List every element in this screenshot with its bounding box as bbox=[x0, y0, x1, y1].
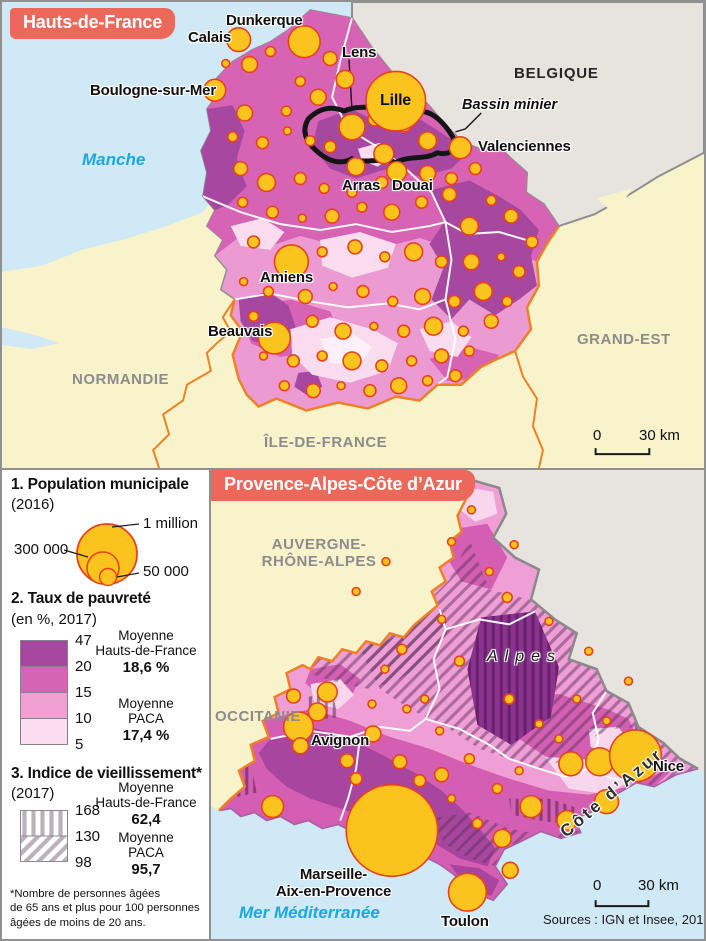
city-label-amiens: Amiens bbox=[260, 269, 313, 286]
paca-scale-bar bbox=[594, 900, 650, 908]
paca-orange-border bbox=[218, 479, 473, 812]
italy-land bbox=[471, 470, 704, 773]
poverty-swatch-4 bbox=[20, 718, 68, 745]
poverty-average-hdf: Moyenne Hauts-de-France 18,6 % bbox=[95, 628, 197, 676]
legend-panel: 1. Population municipale (2016) 1 millio… bbox=[2, 468, 211, 939]
city-label-boulogne: Boulogne-sur-Mer bbox=[90, 82, 216, 99]
hauts-de-france-panel: Hauts-de-France Dunkerque Calais Boulogn… bbox=[2, 2, 704, 468]
legend-population-year: (2016) bbox=[11, 496, 55, 513]
pop-key-1million: 1 million bbox=[143, 515, 199, 532]
hauts-de-france-map bbox=[2, 2, 704, 468]
sea-label-manche: Manche bbox=[82, 150, 146, 169]
paca-city-circles bbox=[260, 505, 663, 912]
city-label-nice: Nice bbox=[653, 758, 684, 775]
paca-map bbox=[211, 470, 704, 939]
hdf-scale-bar bbox=[594, 448, 651, 456]
neighbor-region-borders bbox=[152, 298, 544, 468]
aging-hatch-key bbox=[20, 810, 68, 862]
poverty-swatch-1 bbox=[20, 640, 68, 667]
region-label-auvergne-rhone-alpes: AUVERGNE- RHÔNE-ALPES bbox=[261, 536, 377, 571]
border-sliver bbox=[596, 188, 633, 215]
city-label-beauvais: Beauvais bbox=[208, 323, 273, 340]
city-label-toulon: Toulon bbox=[441, 913, 489, 930]
city-label-marseille: Marseille- Aix-en-Provence bbox=[275, 866, 392, 901]
paca-scale-value: 30 km bbox=[638, 877, 679, 894]
city-label-douai: Douai bbox=[392, 177, 433, 194]
population-circles-key bbox=[63, 523, 140, 587]
city-label-avignon: Avignon bbox=[311, 732, 370, 749]
poverty-tick-5: 5 bbox=[75, 736, 84, 753]
hdf-city-circles bbox=[203, 25, 539, 399]
aging-tick-98: 98 bbox=[75, 854, 92, 871]
city-label-dunkerque: Dunkerque bbox=[226, 12, 303, 29]
poverty-tick-47: 47 bbox=[75, 632, 92, 649]
legend-footnote: *Nombre de personnes âgées de 65 ans et … bbox=[10, 888, 200, 929]
hdf-scale-zero: 0 bbox=[593, 427, 602, 444]
region-label-occitanie: OCCITANIE bbox=[215, 708, 301, 725]
aging-tick-130: 130 bbox=[75, 828, 101, 845]
paca-title: Provence-Alpes-Côte d’Azur bbox=[211, 470, 475, 501]
paca-panel: Provence-Alpes-Côte d’Azur AUVERGNE- RHÔ… bbox=[211, 468, 704, 939]
pop-key-300000: 300 000 bbox=[14, 541, 69, 558]
aging-average-hdf: Moyenne Hauts-de-France 62,4 bbox=[95, 780, 197, 828]
city-label-lille: Lille bbox=[380, 92, 412, 109]
pop-key-50000: 50 000 bbox=[143, 563, 189, 580]
legend-poverty-subtitle: (en %, 2017) bbox=[11, 611, 97, 628]
poverty-tick-20: 20 bbox=[75, 658, 92, 675]
city-label-lens: Lens bbox=[342, 44, 377, 61]
city-label-calais: Calais bbox=[188, 29, 231, 46]
region-label-ile-de-france: ÎLE-DE-FRANCE bbox=[264, 434, 388, 451]
bassin-minier-label: Bassin minier bbox=[462, 97, 558, 113]
hdf-title: Hauts-de-France bbox=[10, 8, 176, 39]
legend-aging-year: (2017) bbox=[11, 785, 55, 802]
legend-population-title: 1. Population municipale bbox=[11, 476, 189, 493]
region-label-normandie: NORMANDIE bbox=[72, 371, 169, 388]
france-neighbor-land bbox=[211, 470, 472, 811]
legend-aging-title: 3. Indice de vieillissement* bbox=[11, 765, 202, 782]
poverty-swatch-3 bbox=[20, 692, 68, 719]
region-label-grand-est: GRAND-EST bbox=[577, 331, 671, 348]
region-label-belgique: BELGIQUE bbox=[514, 65, 599, 82]
hdf-orange-border bbox=[229, 225, 560, 412]
sea-label-mediterranee: Mer Méditerranée bbox=[239, 903, 380, 922]
city-label-arras: Arras bbox=[342, 177, 381, 194]
aging-average-paca: Moyenne PACA 95,7 bbox=[118, 830, 174, 878]
poverty-average-paca: Moyenne PACA 17,4 % bbox=[118, 696, 174, 744]
aging-tick-168: 168 bbox=[75, 802, 101, 819]
poverty-swatch-2 bbox=[20, 666, 68, 693]
poverty-tick-10: 10 bbox=[75, 710, 92, 727]
city-label-valenciennes: Valenciennes bbox=[478, 138, 571, 155]
sources-text: Sources : IGN et Insee, 2018. bbox=[543, 912, 704, 927]
poverty-tick-15: 15 bbox=[75, 684, 92, 701]
paca-scale-zero: 0 bbox=[593, 877, 602, 894]
legend-poverty-title: 2. Taux de pauvreté bbox=[11, 590, 151, 607]
paca-coastline bbox=[218, 767, 699, 902]
seine-estuary bbox=[2, 327, 60, 350]
hdf-scale-value: 30 km bbox=[639, 427, 680, 444]
geo-label-alpes: Alpes bbox=[487, 648, 563, 665]
